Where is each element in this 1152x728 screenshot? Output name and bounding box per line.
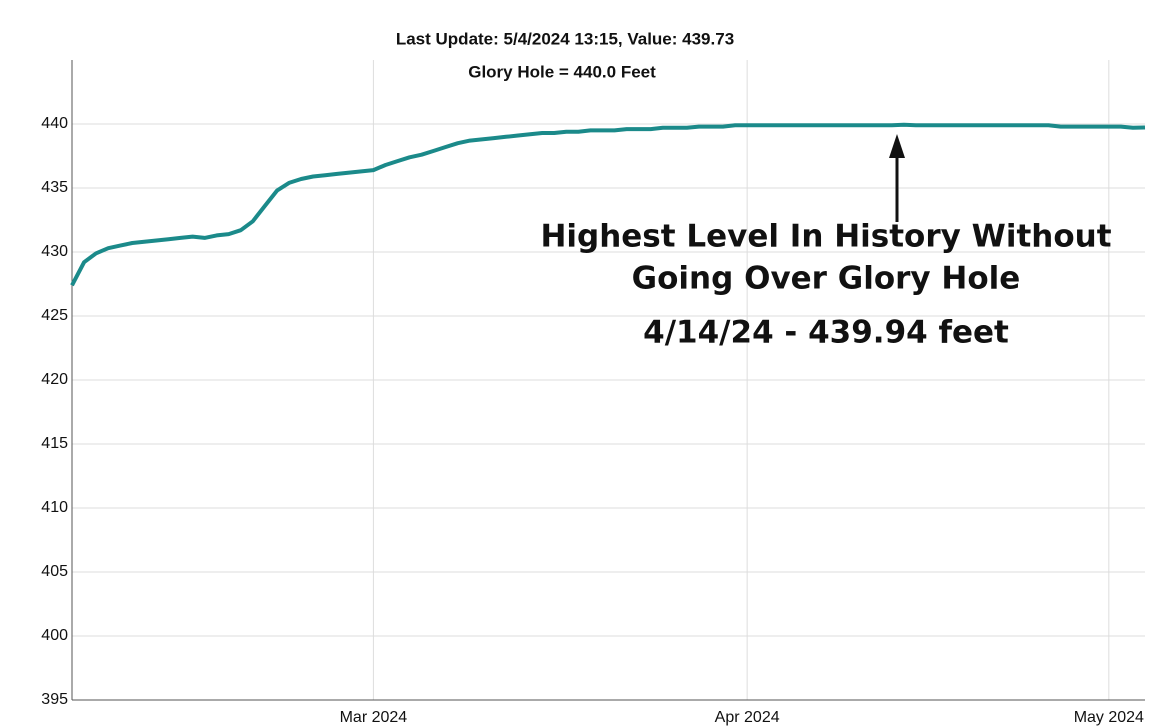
x-tick-label: Apr 2024 xyxy=(715,709,780,726)
y-tick-label: 440 xyxy=(41,115,68,132)
x-tick-label: May 2024 xyxy=(1074,709,1144,726)
y-tick-label: 420 xyxy=(41,371,68,388)
chart-title: Last Update: 5/4/2024 13:15, Value: 439.… xyxy=(396,29,734,48)
y-tick-label: 435 xyxy=(41,179,68,196)
y-tick-label: 395 xyxy=(41,691,68,708)
y-tick-label: 405 xyxy=(41,563,68,580)
annotation-text: Going Over Glory Hole xyxy=(632,261,1021,297)
y-tick-label: 415 xyxy=(41,435,68,452)
y-tick-label: 410 xyxy=(41,499,68,516)
y-tick-label: 430 xyxy=(41,243,68,260)
annotation-text: Highest Level In History Without xyxy=(540,219,1111,255)
chart-subtitle: Glory Hole = 440.0 Feet xyxy=(468,62,656,81)
y-tick-label: 425 xyxy=(41,307,68,324)
x-tick-label: Mar 2024 xyxy=(340,709,408,726)
annotation-text: 4/14/24 - 439.94 feet xyxy=(643,315,1009,351)
data-line xyxy=(70,122,1146,287)
annotation-arrowhead xyxy=(889,134,905,158)
y-tick-label: 400 xyxy=(41,627,68,644)
